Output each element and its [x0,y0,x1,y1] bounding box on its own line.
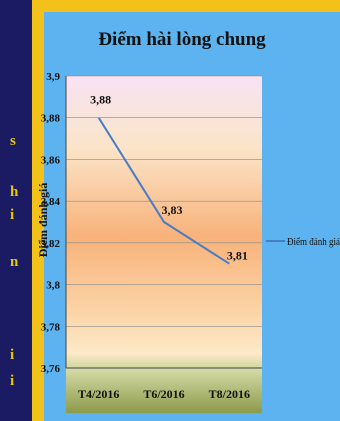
y-axis-label: Điểm đánh giá [36,183,50,258]
plot-floor [66,368,262,413]
chart-title: Điểm hài lòng chung [98,29,266,50]
data-label: 3,88 [90,93,111,107]
y-tick-label: 3,84 [41,196,61,208]
y-tick-label: 3,8 [46,280,60,292]
left-text-fragment: n [10,254,19,270]
chart-frame-left [32,0,44,421]
y-tick-label: 3,86 [41,154,61,166]
left-text-fragment: s [10,133,16,149]
x-tick-label: T6/2016 [143,387,184,401]
series-line [97,117,230,265]
y-tick-label: 3,78 [41,321,61,333]
y-tick-label: 3,88 [41,113,61,125]
left-text-fragment: i [10,207,15,223]
chart-frame-top [32,0,340,12]
legend-label: Điểm đánh giá [287,236,340,248]
left-text-fragment: i [10,347,15,363]
data-label: 3,83 [162,203,183,217]
y-tick-label: 3,76 [41,363,61,375]
left-text-fragment: i [10,373,15,389]
left-text-fragment: h [10,184,19,200]
y-tick-label: 3,82 [41,238,61,250]
y-tick-label: 3,9 [46,71,60,83]
data-label: 3,81 [227,249,248,263]
x-tick-label: T8/2016 [209,387,250,401]
x-tick-label: T4/2016 [78,387,119,401]
